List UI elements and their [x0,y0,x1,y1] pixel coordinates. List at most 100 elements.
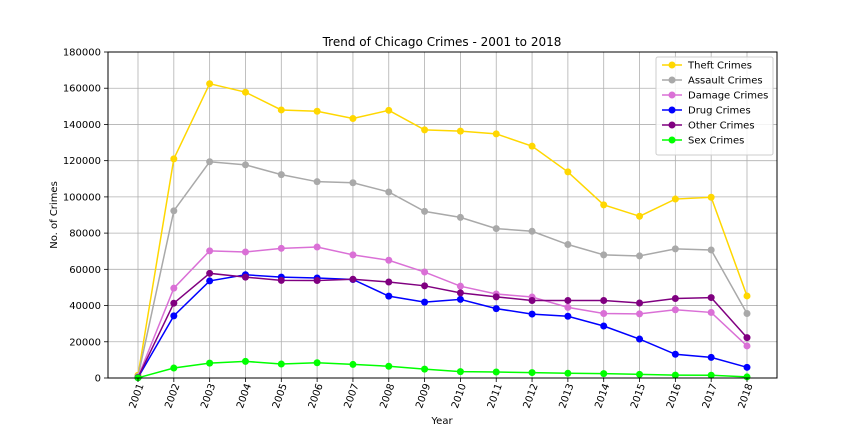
legend-label: Other Crimes [688,121,755,132]
x-tick-label: 2008 [378,382,397,410]
data-point [564,241,572,249]
data-point [421,282,429,290]
data-point [385,292,393,300]
data-point [241,248,249,256]
data-point [743,373,751,381]
data-point [707,353,715,361]
data-point [456,289,464,297]
legend-marker [668,121,676,129]
data-point [600,370,608,378]
y-tick-label: 60000 [69,265,101,276]
legend-item: Other Crimes [662,121,755,132]
legend-item: Drug Crimes [662,106,751,117]
x-tick-label: 2013 [557,382,576,410]
legend-marker [668,76,676,84]
data-point [671,306,679,314]
data-point [313,178,321,186]
data-point [743,334,751,342]
data-point [170,312,178,320]
data-point [636,252,644,260]
data-point [492,130,500,138]
data-point [671,245,679,253]
legend-item: Theft Crimes [662,61,752,72]
data-point [743,310,751,318]
series-damage-crimes [134,243,751,381]
legend-label: Drug Crimes [688,106,751,117]
y-axis-label: No. of Crimes [49,181,60,249]
x-tick-label: 2015 [629,382,648,410]
data-point [600,201,608,209]
data-point [671,371,679,379]
data-point [313,277,321,285]
data-point [636,370,644,378]
data-point [456,127,464,135]
data-point [600,296,608,304]
data-point [241,88,249,96]
data-point [421,268,429,276]
x-tick-label: 2003 [199,382,218,410]
y-tick-label: 120000 [63,156,101,167]
data-point [707,371,715,379]
x-tick-label: 2001 [128,382,147,410]
x-tick-label: 2009 [414,382,433,410]
x-tick-label: 2016 [665,382,684,410]
y-tick-label: 160000 [63,84,101,95]
data-point [206,80,214,88]
y-tick-label: 140000 [63,120,101,131]
legend-marker [668,106,676,114]
data-point [277,244,285,252]
data-point [743,342,751,350]
y-axis: 0 20000 40000 60000 80000 100000 120000 140000 1… [63,48,108,385]
data-point [170,284,178,292]
legend-marker [668,61,676,69]
data-point [277,106,285,114]
data-point [671,294,679,302]
series-line [137,82,748,376]
data-point [349,275,357,283]
x-tick-label: 2010 [450,382,469,410]
data-point [707,246,715,254]
data-point [206,359,214,367]
legend: Theft Crimes Assault Crimes Damage Crimes D… [655,56,774,156]
data-point [206,247,214,255]
data-point [241,357,249,365]
y-tick-label: 40000 [69,301,101,312]
data-point [456,295,464,303]
data-point [564,369,572,377]
data-point [385,362,393,370]
data-point [671,195,679,203]
x-tick-label: 2005 [271,382,290,410]
data-point [277,276,285,284]
data-point [600,322,608,330]
legend-label: Damage Crimes [688,91,768,102]
data-point [349,114,357,122]
data-point [170,299,178,307]
data-point [385,278,393,286]
data-point [528,369,536,377]
data-point [492,305,500,313]
data-point [277,360,285,368]
data-point [636,310,644,318]
x-tick-label: 2007 [343,382,362,410]
data-point [277,171,285,179]
data-point [456,368,464,376]
series-line [137,246,748,378]
legend-marker [668,136,676,144]
series-layer [134,80,751,382]
data-point [528,142,536,150]
data-point [170,155,178,163]
data-point [241,273,249,281]
data-point [564,303,572,311]
legend-item: Sex Crimes [662,136,744,147]
y-tick-label: 180000 [63,48,101,59]
data-point [564,168,572,176]
data-point [707,294,715,302]
x-tick-label: 2018 [737,382,756,410]
data-point [492,225,500,233]
data-point [528,227,536,235]
data-point [206,158,214,166]
x-axis: 2001 2002 2003 2004 2005 2006 2007 2008 2009 2010… [128,378,756,410]
data-point [743,292,751,300]
x-tick-label: 2017 [701,382,720,410]
